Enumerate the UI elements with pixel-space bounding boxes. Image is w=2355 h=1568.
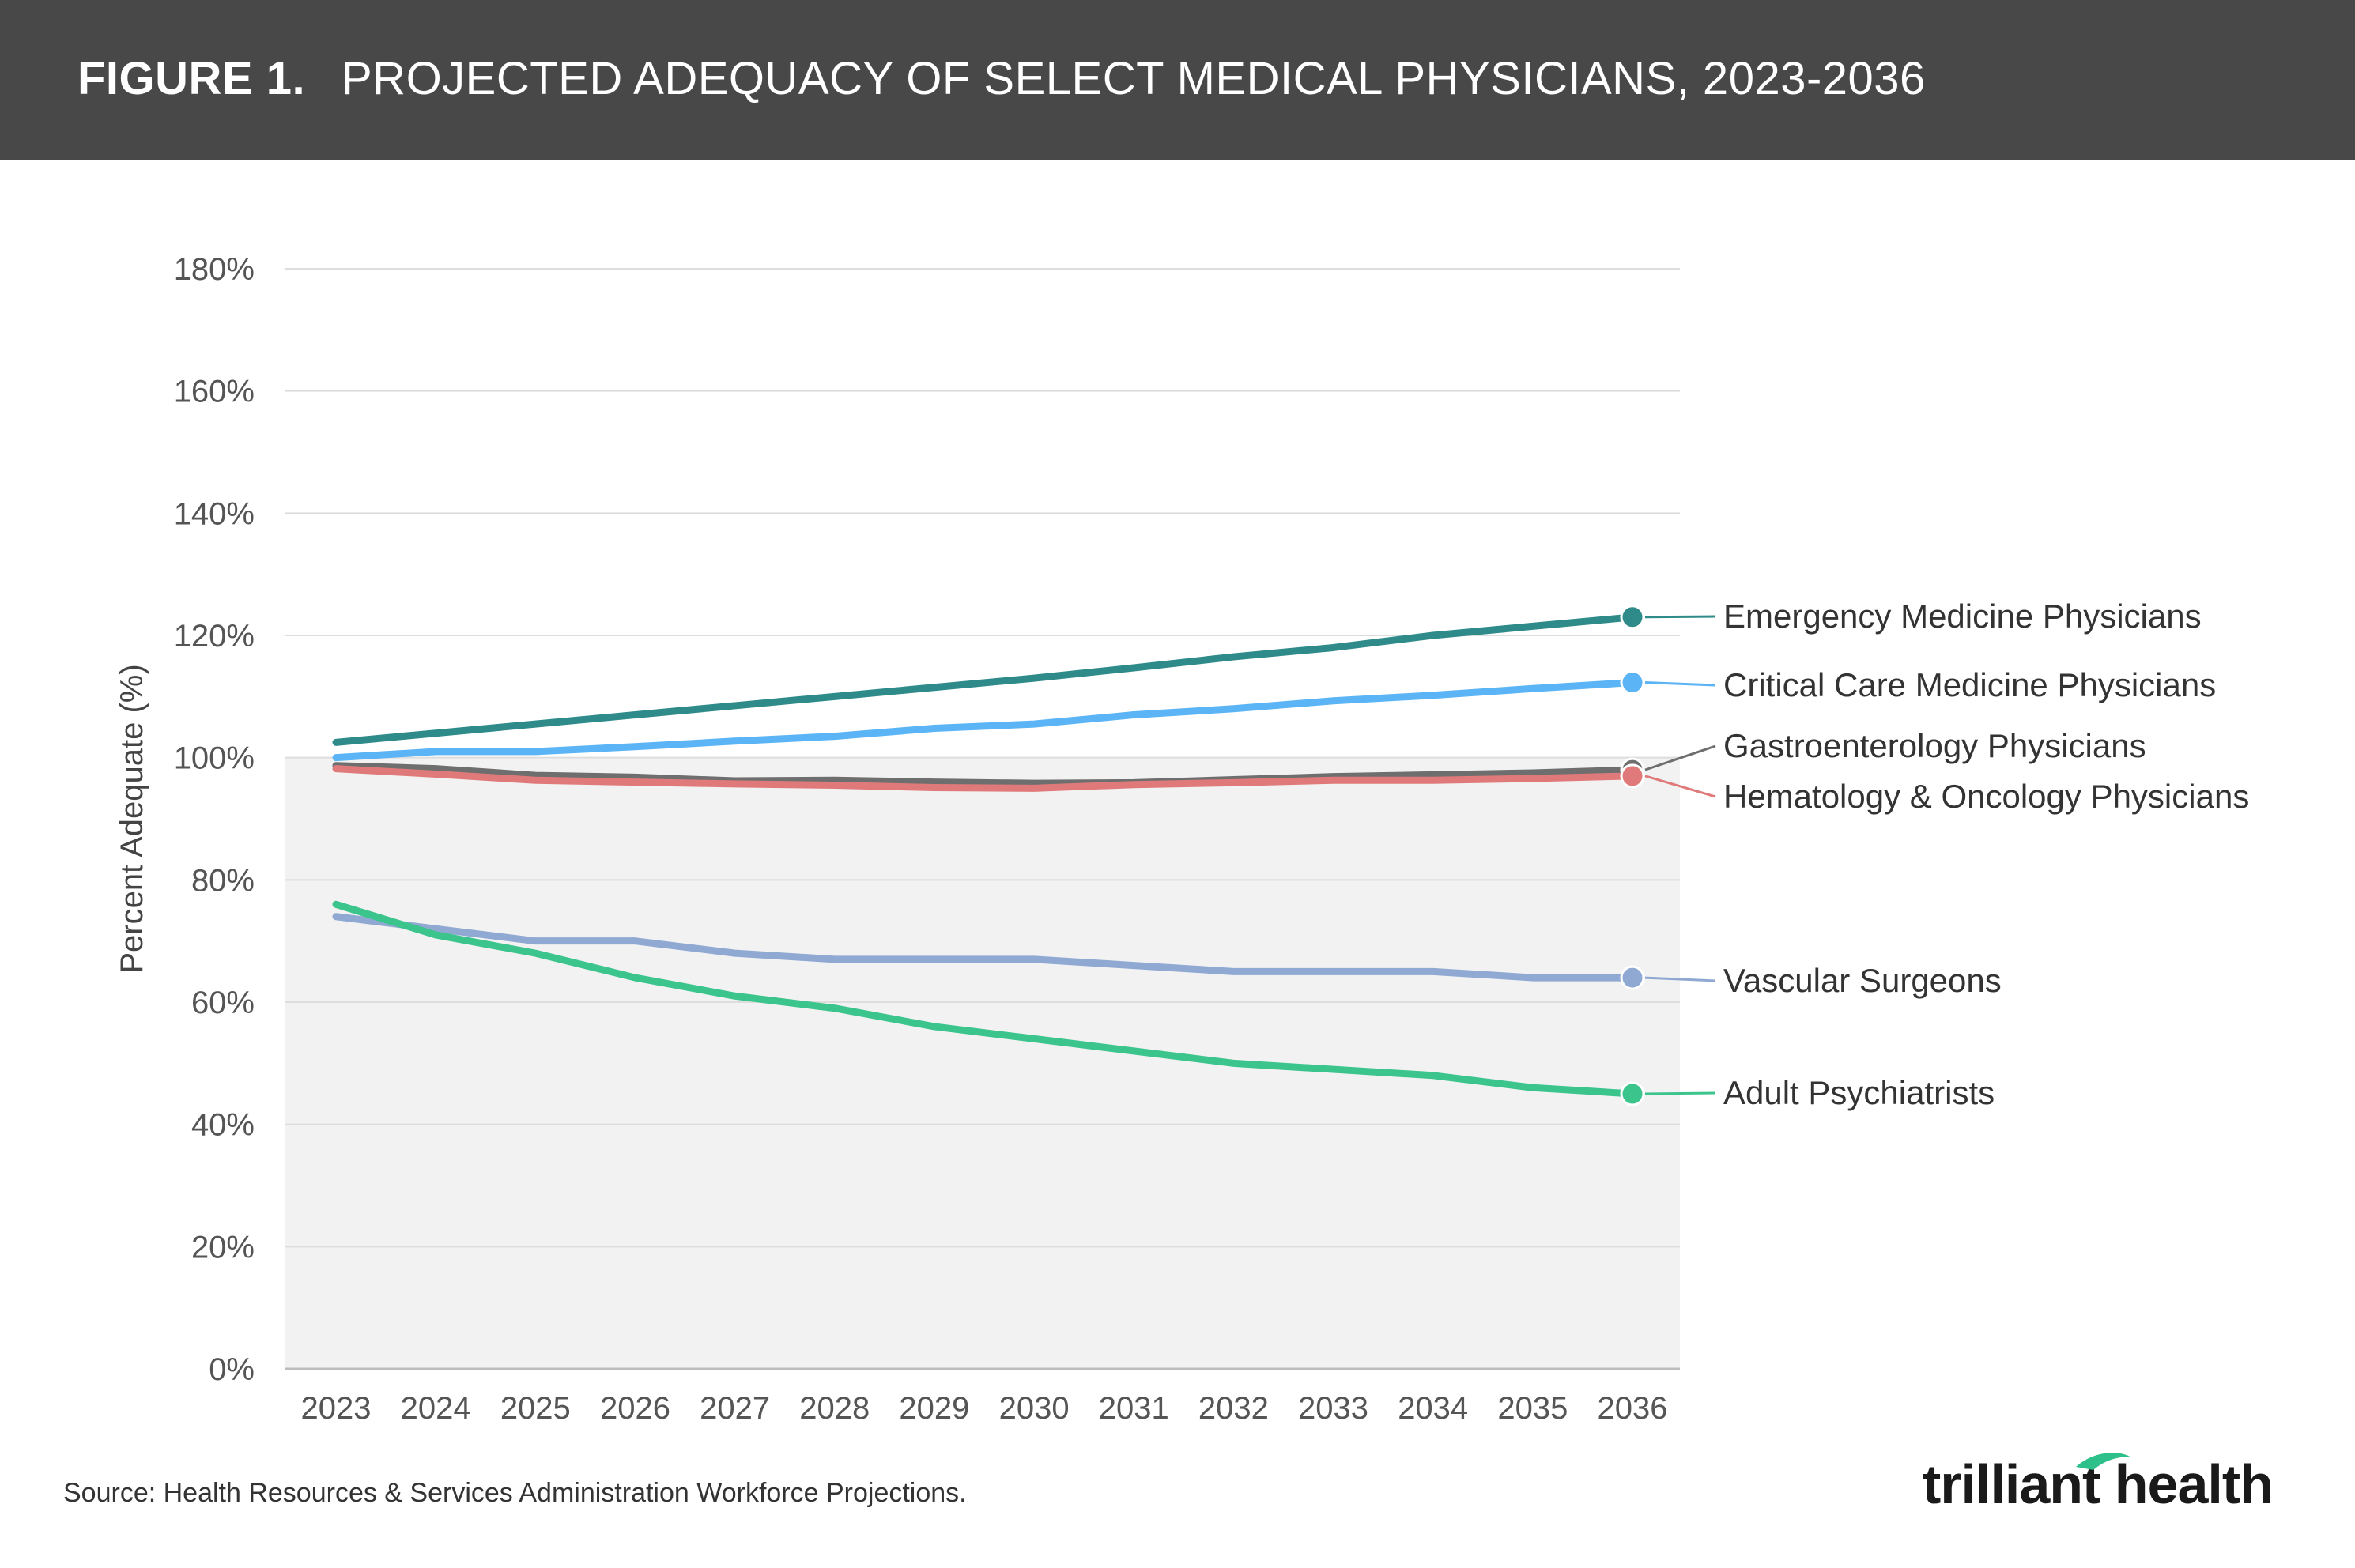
y-tick-label: 180% [174, 252, 255, 287]
y-tick-label: 20% [191, 1230, 255, 1265]
y-tick-label: 80% [191, 863, 255, 898]
source-note: Source: Health Resources & Services Admi… [63, 1478, 967, 1508]
series-end-marker [1620, 1081, 1645, 1106]
series-end-marker [1620, 763, 1645, 789]
y-tick-label: 40% [191, 1108, 255, 1143]
series-line [332, 900, 1636, 1098]
x-tick-label: 2023 [301, 1391, 372, 1426]
x-tick-label: 2035 [1497, 1391, 1568, 1426]
y-tick-label: 160% [174, 375, 255, 409]
logo-swoosh-icon [2076, 1453, 2131, 1470]
label-leader-line [1644, 775, 1716, 798]
series-label: Hematology & Oncology Physicians [1723, 778, 2249, 815]
y-tick-label: 140% [174, 496, 255, 531]
label-leader-line [1644, 615, 1716, 619]
series-line [332, 913, 1636, 982]
x-tick-label: 2030 [999, 1391, 1070, 1426]
label-leader-line [1644, 976, 1716, 982]
series-label: Critical Care Medicine Physicians [1723, 666, 2216, 703]
x-tick-label: 2032 [1198, 1391, 1269, 1426]
figure-label: FIGURE 1. [77, 53, 306, 104]
x-tick-label: 2034 [1398, 1391, 1468, 1426]
series-end-marker [1620, 605, 1645, 630]
gridlines [285, 268, 1680, 1370]
label-leader-line [1644, 1091, 1716, 1095]
x-tick-label: 2028 [799, 1391, 870, 1426]
shaded-below-100-region [285, 757, 1680, 1369]
series-end-marker [1620, 965, 1645, 990]
series-line [332, 765, 1636, 792]
series-labels: Emergency Medicine Physicians Critical Ca… [1644, 597, 2249, 1111]
series-line [332, 613, 1636, 746]
y-axis-label: Percent Adequate (%) [115, 664, 149, 973]
y-tick-label: 60% [191, 986, 255, 1020]
x-tick-label: 2033 [1298, 1391, 1368, 1426]
x-axis-ticks: 2023 2024 2025 2026 2027 2028 2029 2030 2031 2032… [301, 1391, 1668, 1426]
series-lines [332, 605, 1645, 1106]
series-line [332, 762, 1636, 787]
x-tick-label: 2024 [401, 1391, 471, 1426]
y-tick-label: 0% [209, 1352, 255, 1387]
series-label: Gastroenterology Physicians [1723, 727, 2146, 764]
label-leader-line [1644, 681, 1716, 687]
x-tick-label: 2027 [700, 1391, 770, 1426]
y-axis-ticks: 0% 20% 40% 60% 80% 100% 120% 140% 160% 180% [174, 252, 255, 1387]
series-line [332, 679, 1636, 762]
x-tick-label: 2031 [1099, 1391, 1169, 1426]
y-tick-label: 120% [174, 619, 255, 654]
figure-title: PROJECTED ADEQUACY OF SELECT MEDICAL PHY… [342, 53, 1926, 104]
x-tick-label: 2026 [600, 1391, 670, 1426]
series-label: Vascular Surgeons [1723, 962, 2002, 999]
x-tick-label: 2025 [500, 1391, 571, 1426]
x-tick-label: 2029 [899, 1391, 969, 1426]
series-label: Emergency Medicine Physicians [1723, 597, 2202, 635]
series-end-marker [1620, 670, 1645, 695]
label-leader-line [1644, 744, 1716, 771]
x-tick-label: 2036 [1598, 1391, 1668, 1426]
figure-header: FIGURE 1. PROJECTED ADEQUACY OF SELECT M… [0, 0, 2355, 160]
series-label: Adult Psychiatrists [1723, 1074, 1995, 1111]
y-tick-label: 100% [174, 741, 255, 776]
